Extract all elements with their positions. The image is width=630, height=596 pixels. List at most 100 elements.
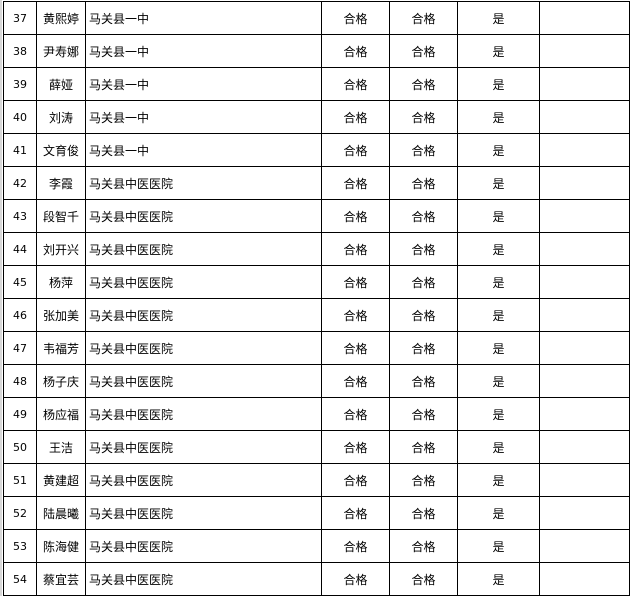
result-2-cell: 合格: [389, 166, 458, 200]
person-name-cell: 陈海健: [36, 529, 86, 563]
work-unit-cell: 马关县中医医院: [85, 298, 322, 332]
row-number-cell: 51: [3, 463, 37, 497]
person-name-cell: 文育俊: [36, 133, 86, 167]
result-1-cell: 合格: [321, 364, 390, 398]
qualified-flag-cell: 是: [457, 232, 540, 266]
person-name-cell: 尹寿娜: [36, 34, 86, 68]
result-2-cell: 合格: [389, 529, 458, 563]
row-number-cell: 54: [3, 562, 37, 596]
row-number-cell: 38: [3, 34, 37, 68]
table-body: 37 黄熙婷 马关县一中 合格 合格是 38 尹寿娜 马关县一中 合格 合格是 39 薛娅 马关县一中合…: [3, 1, 630, 596]
table-row: 44 刘开兴 马关县中医医院 合格 合格是: [3, 232, 630, 266]
remark-cell: [539, 397, 630, 431]
table-row: 37 黄熙婷 马关县一中 合格 合格是: [3, 1, 630, 35]
remark-cell: [539, 232, 630, 266]
result-2-cell: 合格: [389, 430, 458, 464]
qualified-flag-cell: 是: [457, 1, 540, 35]
results-table: 37 黄熙婷 马关县一中 合格 合格是 38 尹寿娜 马关县一中 合格 合格是 39 薛娅 马关县一中合…: [3, 1, 630, 596]
work-unit-cell: 马关县中医医院: [85, 430, 322, 464]
row-number-cell: 44: [3, 232, 37, 266]
table-row: 42 李霞 马关县中医医院 合格 合格是: [3, 166, 630, 200]
result-1-cell: 合格: [321, 529, 390, 563]
work-unit-cell: 马关县中医医院: [85, 529, 322, 563]
result-1-cell: 合格: [321, 133, 390, 167]
row-number-cell: 53: [3, 529, 37, 563]
work-unit-cell: 马关县中医医院: [85, 397, 322, 431]
qualified-flag-cell: 是: [457, 298, 540, 332]
person-name-cell: 王洁: [36, 430, 86, 464]
person-name-cell: 韦福芳: [36, 331, 86, 365]
result-1-cell: 合格: [321, 166, 390, 200]
table-row: 47 韦福芳 马关县中医医院 合格 合格是: [3, 331, 630, 365]
remark-cell: [539, 166, 630, 200]
table-row: 53 陈海健 马关县中医医院 合格 合格是: [3, 529, 630, 563]
qualified-flag-cell: 是: [457, 265, 540, 299]
row-number-cell: 50: [3, 430, 37, 464]
remark-cell: [539, 529, 630, 563]
remark-cell: [539, 265, 630, 299]
result-1-cell: 合格: [321, 199, 390, 233]
row-number-cell: 52: [3, 496, 37, 530]
work-unit-cell: 马关县中医医院: [85, 331, 322, 365]
remark-cell: [539, 133, 630, 167]
work-unit-cell: 马关县一中: [85, 1, 322, 35]
table-row: 51 黄建超 马关县中医医院 合格 合格是: [3, 463, 630, 497]
remark-cell: [539, 298, 630, 332]
result-2-cell: 合格: [389, 364, 458, 398]
result-2-cell: 合格: [389, 463, 458, 497]
remark-cell: [539, 1, 630, 35]
person-name-cell: 薛娅: [36, 67, 86, 101]
work-unit-cell: 马关县一中: [85, 67, 322, 101]
person-name-cell: 段智千: [36, 199, 86, 233]
work-unit-cell: 马关县中医医院: [85, 562, 322, 596]
table-row: 43 段智千 马关县中医医院 合格 合格是: [3, 199, 630, 233]
qualified-flag-cell: 是: [457, 529, 540, 563]
remark-cell: [539, 100, 630, 134]
table-row: 45 杨萍 马关县中医医院 合格 合格是: [3, 265, 630, 299]
result-2-cell: 合格: [389, 232, 458, 266]
result-1-cell: 合格: [321, 265, 390, 299]
row-number-cell: 48: [3, 364, 37, 398]
remark-cell: [539, 331, 630, 365]
result-1-cell: 合格: [321, 232, 390, 266]
work-unit-cell: 马关县中医医院: [85, 364, 322, 398]
table-row: 49 杨应福 马关县中医医院 合格 合格是: [3, 397, 630, 431]
result-1-cell: 合格: [321, 562, 390, 596]
result-2-cell: 合格: [389, 100, 458, 134]
person-name-cell: 蔡宜芸: [36, 562, 86, 596]
row-number-cell: 47: [3, 331, 37, 365]
qualified-flag-cell: 是: [457, 133, 540, 167]
person-name-cell: 杨应福: [36, 397, 86, 431]
row-number-cell: 37: [3, 1, 37, 35]
work-unit-cell: 马关县一中: [85, 133, 322, 167]
person-name-cell: 黄建超: [36, 463, 86, 497]
table-row: 40 刘涛 马关县一中 合格 合格是: [3, 100, 630, 134]
result-2-cell: 合格: [389, 1, 458, 35]
remark-cell: [539, 430, 630, 464]
table-row: 39 薛娅 马关县一中 合格 合格是: [3, 67, 630, 101]
person-name-cell: 杨子庆: [36, 364, 86, 398]
qualified-flag-cell: 是: [457, 331, 540, 365]
result-2-cell: 合格: [389, 133, 458, 167]
row-number-cell: 45: [3, 265, 37, 299]
work-unit-cell: 马关县中医医院: [85, 232, 322, 266]
work-unit-cell: 马关县中医医院: [85, 496, 322, 530]
qualified-flag-cell: 是: [457, 199, 540, 233]
person-name-cell: 李霞: [36, 166, 86, 200]
table-row: 48 杨子庆 马关县中医医院 合格 合格是: [3, 364, 630, 398]
qualified-flag-cell: 是: [457, 463, 540, 497]
qualified-flag-cell: 是: [457, 430, 540, 464]
table-row: 50 王洁 马关县中医医院 合格 合格是: [3, 430, 630, 464]
remark-cell: [539, 562, 630, 596]
result-1-cell: 合格: [321, 34, 390, 68]
qualified-flag-cell: 是: [457, 562, 540, 596]
remark-cell: [539, 496, 630, 530]
work-unit-cell: 马关县中医医院: [85, 166, 322, 200]
row-number-cell: 49: [3, 397, 37, 431]
qualified-flag-cell: 是: [457, 496, 540, 530]
table-row: 54 蔡宜芸 马关县中医医院 合格 合格是: [3, 562, 630, 596]
remark-cell: [539, 364, 630, 398]
table-row: 52 陆晨曦 马关县中医医院 合格 合格是: [3, 496, 630, 530]
result-1-cell: 合格: [321, 67, 390, 101]
remark-cell: [539, 67, 630, 101]
